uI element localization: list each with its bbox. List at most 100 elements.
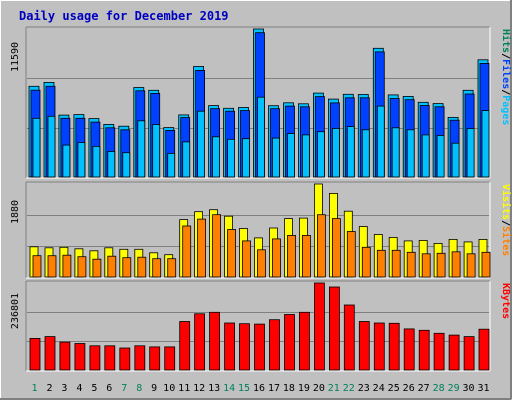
bar-kbytes-day-7	[119, 347, 131, 371]
day-label-15: 15	[238, 383, 250, 394]
ymax-label: 1880	[10, 200, 21, 224]
day-label-14: 14	[223, 383, 235, 394]
bar-kbytes-day-20	[313, 282, 325, 371]
bar-sites-day-31	[481, 251, 491, 278]
day-label-25: 25	[388, 383, 400, 394]
bar-pages-day-30	[466, 128, 475, 178]
bar-pages-day-13	[212, 136, 221, 178]
bar-pages-day-14	[227, 138, 236, 178]
bar-sites-day-10	[167, 258, 177, 278]
bar-pages-day-25	[391, 127, 400, 178]
bar-pages-day-19	[301, 134, 310, 178]
bar-pages-day-17	[272, 137, 280, 178]
bar-kbytes-day-5	[89, 345, 101, 371]
bar-pages-day-5	[92, 145, 101, 178]
day-label-8: 8	[136, 383, 142, 394]
day-label-23: 23	[358, 383, 370, 394]
day-label-2: 2	[46, 383, 52, 394]
bar-kbytes-day-12	[194, 313, 206, 371]
panel-pages-files-hits: 11590 Hits/Files/Pages	[10, 26, 512, 179]
bar-sites-day-16	[257, 249, 266, 278]
bar-sites-day-7	[122, 257, 132, 278]
bar-pages-day-1	[32, 117, 41, 178]
bar-sites-day-8	[137, 256, 147, 278]
day-label-10: 10	[163, 383, 175, 394]
bar-kbytes-day-2	[44, 336, 56, 371]
bar-sites-day-6	[107, 255, 117, 278]
legend-pages-files-hits: Hits/Files/Pages	[500, 29, 512, 125]
legend-item-slash: /	[500, 53, 511, 59]
bar-pages-day-22	[346, 126, 355, 178]
bar-kbytes-day-14	[224, 322, 236, 371]
bar-kbytes-day-19	[298, 311, 310, 371]
bar-kbytes-day-30	[463, 336, 475, 371]
panel-sites-visits: 1880 Visits/Sites	[10, 181, 512, 279]
bar-kbytes-day-8	[134, 345, 146, 371]
day-label-4: 4	[76, 383, 82, 394]
bar-sites-day-25	[391, 249, 401, 278]
day-label-18: 18	[283, 383, 295, 394]
bar-sites-day-20	[316, 214, 326, 278]
legend-item-slash: /	[500, 89, 511, 95]
bar-pages-day-12	[197, 110, 206, 178]
bar-sites-day-3	[62, 254, 72, 278]
day-label-26: 26	[403, 383, 415, 394]
bar-sites-day-29	[451, 251, 461, 278]
bar-sites-day-1	[32, 255, 42, 278]
bar-pages-day-31	[481, 110, 490, 178]
day-label-5: 5	[91, 383, 97, 394]
bar-pages-day-24	[376, 105, 385, 178]
day-label-19: 19	[298, 383, 310, 394]
day-label-30: 30	[462, 383, 474, 394]
bar-pages-day-9	[152, 124, 161, 178]
bar-sites-day-22	[346, 231, 356, 278]
bar-pages-day-18	[287, 133, 295, 178]
bar-kbytes-day-27	[418, 329, 430, 371]
bar-kbytes-day-21	[328, 286, 340, 371]
bar-kbytes-day-31	[478, 328, 490, 371]
bar-sites-day-27	[421, 253, 431, 278]
bar-pages-day-16	[257, 96, 265, 178]
bar-pages-day-7	[122, 152, 131, 178]
day-label-7: 7	[121, 383, 127, 394]
bar-sites-day-17	[272, 238, 281, 278]
bar-sites-day-26	[406, 251, 416, 278]
day-label-20: 20	[313, 383, 325, 394]
day-label-11: 11	[178, 383, 190, 394]
day-label-17: 17	[268, 383, 280, 394]
bar-pages-day-6	[107, 151, 116, 178]
legend-item-sites: Sites	[500, 226, 512, 256]
bar-kbytes-day-10	[164, 346, 176, 371]
bar-sites-day-4	[77, 256, 87, 278]
bar-kbytes-day-29	[448, 334, 460, 371]
day-label-12: 12	[193, 383, 205, 394]
bar-kbytes-day-15	[239, 323, 250, 371]
bar-sites-day-14	[227, 229, 237, 278]
bar-kbytes-day-25	[388, 322, 400, 371]
bar-sites-day-11	[182, 225, 192, 278]
chart-title: Daily usage for December 2019	[19, 9, 229, 23]
bar-sites-day-5	[92, 258, 102, 278]
bar-sites-day-28	[436, 252, 446, 278]
legend-item-visits: Visits	[500, 184, 512, 220]
bar-sites-day-9	[152, 258, 162, 278]
legend-item-files: Files	[500, 59, 512, 89]
ymax-label: 11590	[10, 42, 21, 72]
bar-sites-day-18	[287, 234, 296, 278]
legend-kbytes: KBytes	[500, 283, 511, 319]
bar-kbytes-day-13	[209, 311, 221, 371]
bar-kbytes-day-16	[254, 323, 265, 371]
day-label-24: 24	[373, 383, 385, 394]
bar-pages-day-15	[242, 138, 250, 178]
bar-kbytes-day-24	[373, 322, 385, 371]
bar-sites-day-19	[301, 234, 311, 278]
legend-sites-visits: Visits/Sites	[500, 184, 512, 256]
panel-kbytes: 236801 KBytes	[10, 280, 511, 372]
bar-sites-day-12	[197, 218, 207, 278]
day-label-16: 16	[253, 383, 265, 394]
bar-pages-day-2	[47, 115, 56, 178]
bar-pages-day-27	[421, 134, 430, 178]
bar-pages-day-28	[436, 135, 445, 178]
bar-sites-day-30	[466, 253, 476, 278]
